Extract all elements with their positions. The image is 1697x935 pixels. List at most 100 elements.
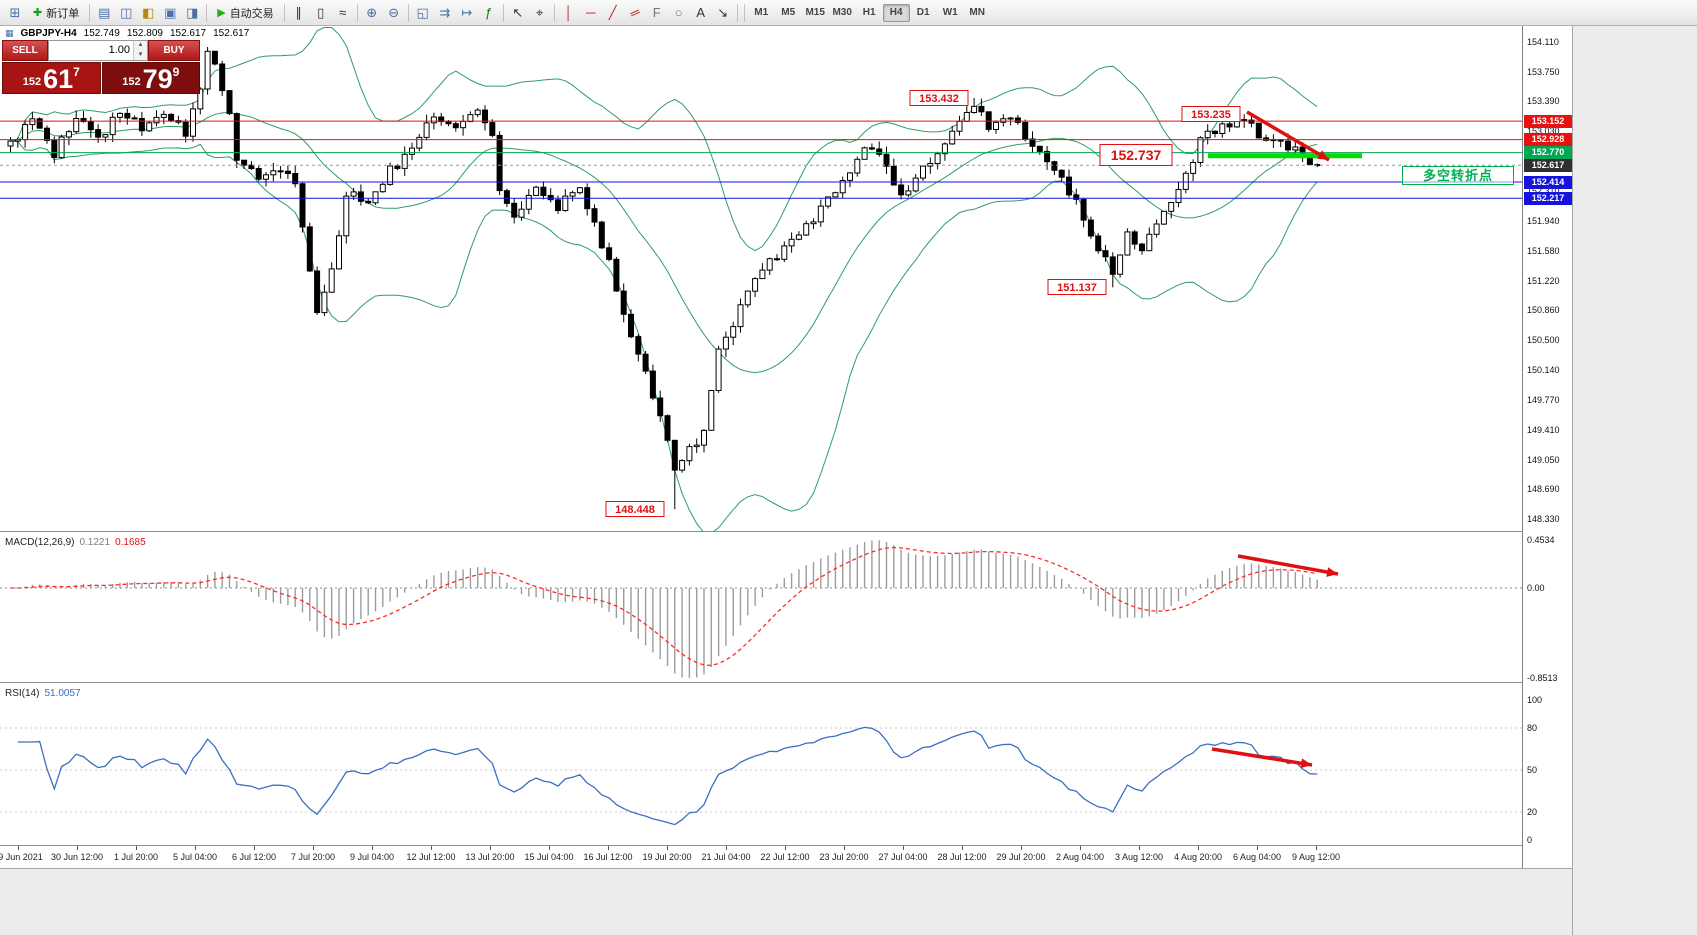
timeframe-h4-button[interactable]: H4 [882, 3, 910, 22]
timeframe-w1-button[interactable]: W1 [942, 7, 958, 18]
candle-body [306, 226, 313, 272]
time-label: 23 Jul 20:00 [819, 852, 869, 862]
candle-body [131, 117, 138, 120]
candle-body [1285, 140, 1291, 151]
panel-splitter[interactable] [0, 682, 1572, 683]
market-watch-icon[interactable]: ▤ [98, 4, 111, 20]
time-axis[interactable]: 29 Jun 2021 30 Jun 12:00 1 Jul 20:00 5 Jul … [0, 846, 1522, 868]
cursor-icon[interactable]: ↖ [512, 4, 524, 20]
price-annotation-box [1099, 144, 1173, 166]
price-annotation-text: 153.432 [919, 93, 959, 105]
candle-body [708, 390, 715, 431]
turning-point-label[interactable]: 多空转折点 [1402, 166, 1514, 185]
strategy-tester-icon[interactable]: ◨ [186, 4, 199, 20]
time-tick [1257, 846, 1258, 850]
sell-price-prefix: 152 [22, 76, 42, 88]
zoom-in-icon[interactable]: ⊕ [366, 4, 378, 20]
candle-body [233, 113, 240, 161]
shapes-icon[interactable]: ○ [674, 5, 683, 20]
indicators-icon[interactable]: ƒ [485, 5, 493, 20]
new-order-button[interactable]: ✚ 新订单 [26, 3, 86, 23]
trend-arrow-rsi[interactable] [1211, 747, 1313, 769]
candle-body [817, 205, 824, 223]
price-line-label: 152.928 [1524, 133, 1572, 147]
candle-body [321, 291, 328, 314]
time-tick [962, 846, 963, 850]
candlestick-type-icon[interactable]: ▯ [317, 4, 325, 20]
macd-panel[interactable] [0, 532, 1522, 683]
price-tick: 150.140 [1527, 364, 1560, 375]
line-chart-type-icon[interactable]: ≈ [339, 5, 347, 20]
trend-arrow-macd[interactable] [1237, 554, 1339, 577]
candle-body [314, 270, 321, 313]
text-tool-icon[interactable]: A [696, 5, 706, 20]
price-annotations[interactable]: 153.432 153.235 152.737 151.137 148.448 [605, 90, 1241, 517]
buy-price-button[interactable]: 152 79 9 [101, 62, 200, 94]
tile-windows-icon[interactable]: ◱ [416, 4, 429, 20]
timeframe-h1-button[interactable]: H1 [862, 7, 876, 18]
bar-chart-type-icon[interactable]: ∥ [295, 4, 302, 20]
chart-shift-icon[interactable]: ↦ [461, 4, 473, 20]
volume-down-button[interactable]: ▾ [134, 50, 147, 60]
fibonacci-icon[interactable]: F [652, 5, 661, 20]
candle-body [562, 195, 569, 212]
candle-body [686, 446, 693, 462]
timeframe-m15-button[interactable]: M15 [805, 7, 825, 18]
time-label: 6 Aug 04:00 [1232, 852, 1282, 862]
candle-body [219, 63, 226, 92]
candle-body [722, 336, 729, 350]
buy-button[interactable]: BUY [148, 40, 200, 61]
candle-body [664, 415, 671, 441]
sell-price-button[interactable]: 152 61 7 [2, 62, 101, 94]
price-annotation-text: 148.448 [615, 504, 655, 516]
time-tick [1316, 846, 1317, 850]
candle-body [598, 221, 605, 249]
new-chart-icon[interactable]: ⊞ [9, 4, 21, 20]
zoom-out-icon[interactable]: ⊖ [388, 4, 400, 20]
candle-body [357, 191, 364, 202]
timeframe-m30-button[interactable]: M30 [832, 7, 852, 18]
candle-body [890, 165, 897, 186]
timeframe-m5-button[interactable]: M5 [781, 7, 796, 18]
sell-button[interactable]: SELL [2, 40, 48, 61]
candle-body [474, 109, 481, 116]
auto-scroll-icon[interactable]: ⇉ [439, 4, 451, 20]
arrow-tool-icon[interactable]: ↘ [717, 4, 729, 20]
volume-up-button[interactable]: ▴ [134, 41, 147, 51]
trend-arrow-price[interactable] [1246, 110, 1330, 162]
candle-body [518, 208, 525, 218]
navigator-icon[interactable]: ◧ [142, 4, 155, 20]
channel-icon[interactable]: ═ [627, 3, 643, 22]
rsi-scale-tick: 80 [1527, 723, 1538, 733]
timeframe-m1-button[interactable]: M1 [754, 7, 769, 18]
candle-body [365, 200, 372, 204]
data-window-icon[interactable]: ◫ [120, 4, 133, 20]
horizontal-lines[interactable] [0, 120, 1522, 199]
crosshair-icon[interactable]: ⌖ [536, 4, 544, 20]
macd-value-signal: 0.1685 [115, 537, 146, 548]
candle-body [190, 108, 196, 137]
rsi-panel[interactable] [0, 683, 1522, 845]
candle-body [1255, 122, 1262, 139]
toolbar-separator [553, 3, 555, 22]
ohlc-low: 152.617 [169, 28, 207, 39]
candle-body [905, 190, 912, 196]
price-chart[interactable]: 153.432 153.235 152.737 151.137 148.448 [0, 26, 1522, 531]
timeframe-mn-button[interactable]: MN [969, 7, 985, 18]
price-scale-axis[interactable]: 154.110 153.750 153.390 153.030 152.310 151.9… [1522, 26, 1572, 868]
candle-body [715, 348, 722, 392]
candle-body [832, 192, 839, 198]
panel-splitter[interactable] [0, 531, 1572, 532]
vertical-line-icon[interactable]: │ [564, 5, 573, 20]
timeframe-d1-button[interactable]: D1 [916, 7, 930, 18]
candle-body [328, 268, 335, 293]
horizontal-line-icon[interactable]: ─ [586, 5, 596, 20]
trendline-icon[interactable]: ╱ [608, 4, 617, 20]
candle-body [752, 278, 759, 292]
candle-body [868, 147, 875, 150]
volume-input[interactable]: 1.00 ▴ ▾ [48, 40, 148, 61]
time-tick [1139, 846, 1140, 850]
autotrade-button[interactable]: ▶ 自动交易 [210, 3, 280, 23]
terminal-icon[interactable]: ▣ [164, 4, 177, 20]
price-tick: 151.940 [1527, 216, 1560, 227]
